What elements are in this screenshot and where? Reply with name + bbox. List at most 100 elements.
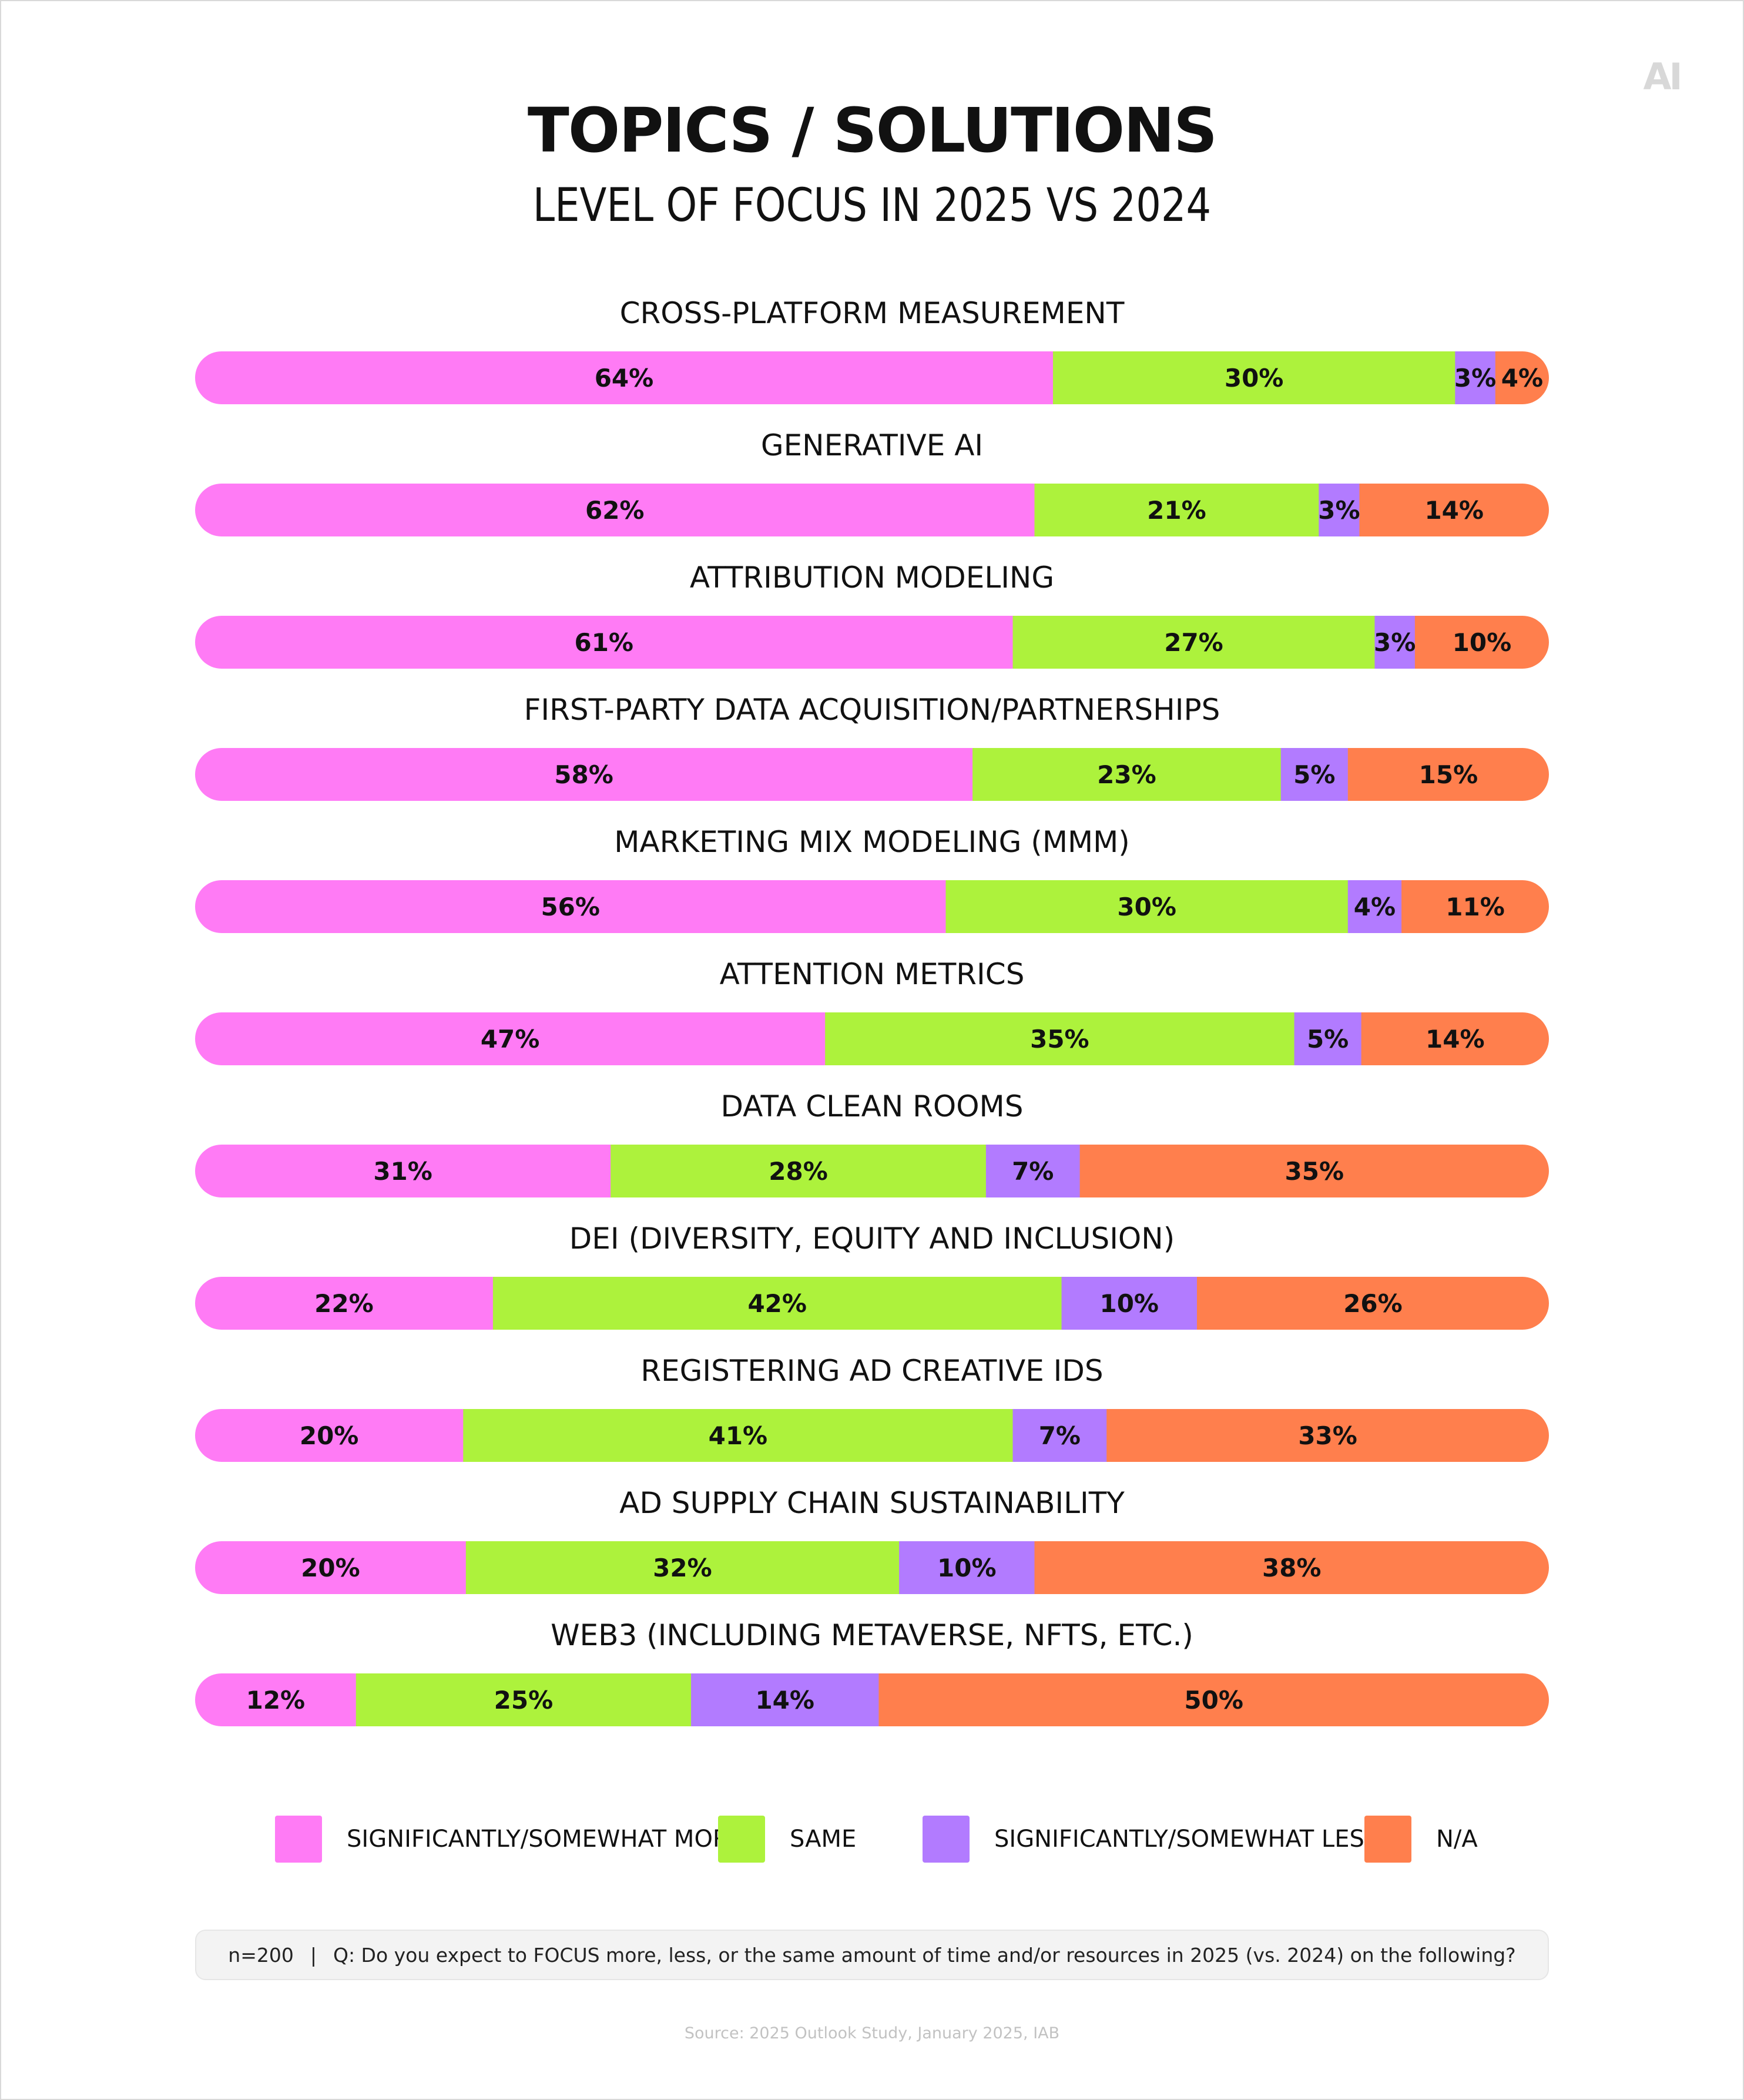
bar-segment-na bbox=[1495, 351, 1549, 404]
ai-logo: AI bbox=[1643, 55, 1682, 98]
stacked-bar-row bbox=[195, 1145, 1549, 1197]
stacked-bar-row bbox=[195, 616, 1549, 669]
data-label-na: 14% bbox=[1424, 496, 1484, 525]
footer-separator: | bbox=[310, 1943, 317, 1967]
data-label-more: 62% bbox=[585, 496, 645, 525]
row-title: CROSS-PLATFORM MEASUREMENT bbox=[620, 296, 1125, 330]
data-label-na: 10% bbox=[1453, 628, 1512, 657]
legend-swatch-less bbox=[923, 1816, 970, 1863]
bar-segment-same bbox=[611, 1145, 987, 1197]
bar-segment-na bbox=[878, 1673, 1549, 1726]
row-title: AD SUPPLY CHAIN SUSTAINABILITY bbox=[619, 1486, 1125, 1520]
bar-segment-less bbox=[691, 1673, 880, 1726]
data-label-less: 5% bbox=[1293, 760, 1335, 789]
row-title: DEI (DIVERSITY, EQUITY AND INCLUSION) bbox=[569, 1222, 1175, 1256]
data-label-less: 10% bbox=[937, 1554, 997, 1582]
bar-segment-less bbox=[1374, 616, 1416, 669]
data-label-same: 35% bbox=[1030, 1025, 1089, 1054]
chart-legend: SIGNIFICANTLY/SOMEWHAT MORE SAME SIGNIFI… bbox=[0, 1816, 1744, 1863]
sample-size: n=200 bbox=[228, 1943, 294, 1967]
data-label-na: 26% bbox=[1343, 1289, 1403, 1318]
data-label-same: 42% bbox=[747, 1289, 807, 1318]
stacked-bar-row bbox=[195, 748, 1549, 801]
bar-segment-more bbox=[195, 1012, 826, 1065]
data-label-more: 56% bbox=[541, 893, 600, 921]
bar-segment-less bbox=[899, 1541, 1035, 1594]
data-label-more: 64% bbox=[595, 364, 654, 393]
data-label-same: 23% bbox=[1097, 760, 1156, 789]
data-label-same: 32% bbox=[653, 1554, 712, 1582]
data-label-more: 12% bbox=[246, 1686, 306, 1715]
bar-segment-same bbox=[945, 880, 1349, 933]
bar-segment-less bbox=[1347, 880, 1403, 933]
source-note: Source: 2025 Outlook Study, January 2025… bbox=[684, 2024, 1060, 2042]
bar-segment-more bbox=[195, 1145, 612, 1197]
row-title: DATA CLEAN ROOMS bbox=[721, 1089, 1024, 1123]
bar-segment-same bbox=[1012, 616, 1376, 669]
bar-segment-same bbox=[355, 1673, 692, 1726]
data-label-same: 28% bbox=[769, 1157, 828, 1186]
stacked-bar-row bbox=[195, 1012, 1549, 1065]
data-label-same: 21% bbox=[1147, 496, 1206, 525]
bar-segment-less bbox=[1012, 1409, 1108, 1462]
data-label-same: 30% bbox=[1225, 364, 1284, 393]
bar-segment-more bbox=[195, 1409, 464, 1462]
bar-segment-na bbox=[1196, 1277, 1549, 1330]
data-label-na: 50% bbox=[1184, 1686, 1243, 1715]
legend-swatch-more bbox=[275, 1816, 322, 1863]
data-label-more: 47% bbox=[481, 1025, 540, 1054]
data-label-na: 11% bbox=[1445, 893, 1505, 921]
bar-segment-more bbox=[195, 616, 1014, 669]
legend-label-less: SIGNIFICANTLY/SOMEWHAT LESS bbox=[994, 1826, 1380, 1853]
data-label-same: 41% bbox=[709, 1421, 768, 1450]
legend-item-na: N/A bbox=[1364, 1816, 1478, 1863]
bar-segment-same bbox=[1052, 351, 1456, 404]
bar-segment-na bbox=[1414, 616, 1549, 669]
bar-segment-na bbox=[1347, 748, 1549, 801]
data-label-same: 30% bbox=[1117, 893, 1176, 921]
data-label-na: 14% bbox=[1426, 1025, 1485, 1054]
legend-swatch-na bbox=[1364, 1816, 1411, 1863]
legend-label-more: SIGNIFICANTLY/SOMEWHAT MORE bbox=[347, 1826, 744, 1853]
data-label-na: 35% bbox=[1285, 1157, 1344, 1186]
bar-segment-more bbox=[195, 351, 1054, 404]
row-title: ATTENTION METRICS bbox=[720, 957, 1025, 991]
legend-item-more: SIGNIFICANTLY/SOMEWHAT MORE bbox=[275, 1816, 744, 1863]
bar-segment-same bbox=[972, 748, 1282, 801]
bar-segment-more bbox=[195, 1673, 357, 1726]
data-label-na: 4% bbox=[1501, 364, 1543, 393]
bar-segment-na bbox=[1079, 1145, 1549, 1197]
bar-segment-more bbox=[195, 484, 1035, 536]
data-label-less: 14% bbox=[755, 1686, 814, 1715]
row-title: WEB3 (INCLUDING METAVERSE, NFTS, ETC.) bbox=[551, 1618, 1193, 1652]
bar-segment-more bbox=[195, 748, 974, 801]
bar-segment-less bbox=[1319, 484, 1360, 536]
legend-item-same: SAME bbox=[718, 1816, 856, 1863]
stacked-bar-row bbox=[195, 1673, 1549, 1726]
data-label-na: 15% bbox=[1419, 760, 1478, 789]
row-title: ATTRIBUTION MODELING bbox=[690, 561, 1054, 595]
bar-segment-less bbox=[985, 1145, 1081, 1197]
bar-segment-more bbox=[195, 1277, 494, 1330]
stacked-bar-row bbox=[195, 880, 1549, 933]
data-label-less: 10% bbox=[1099, 1289, 1159, 1318]
bar-segment-less bbox=[1280, 748, 1349, 801]
data-label-less: 3% bbox=[1374, 628, 1416, 657]
data-label-less: 5% bbox=[1307, 1025, 1349, 1054]
data-label-less: 3% bbox=[1454, 364, 1496, 393]
bar-segment-same bbox=[463, 1409, 1014, 1462]
bar-segment-more bbox=[195, 880, 947, 933]
bar-segment-na bbox=[1361, 1012, 1549, 1065]
bar-segment-less bbox=[1294, 1012, 1362, 1065]
data-label-more: 61% bbox=[574, 628, 633, 657]
chart-subtitle: LEVEL OF FOCUS IN 2025 VS 2024 bbox=[532, 179, 1212, 232]
bar-segment-less bbox=[1061, 1277, 1198, 1330]
stacked-bar-row bbox=[195, 351, 1549, 404]
stacked-bar-row bbox=[195, 1409, 1549, 1462]
data-label-more: 20% bbox=[301, 1554, 360, 1582]
legend-label-na: N/A bbox=[1436, 1826, 1478, 1853]
bar-segment-na bbox=[1034, 1541, 1549, 1594]
bar-segment-same bbox=[825, 1012, 1295, 1065]
